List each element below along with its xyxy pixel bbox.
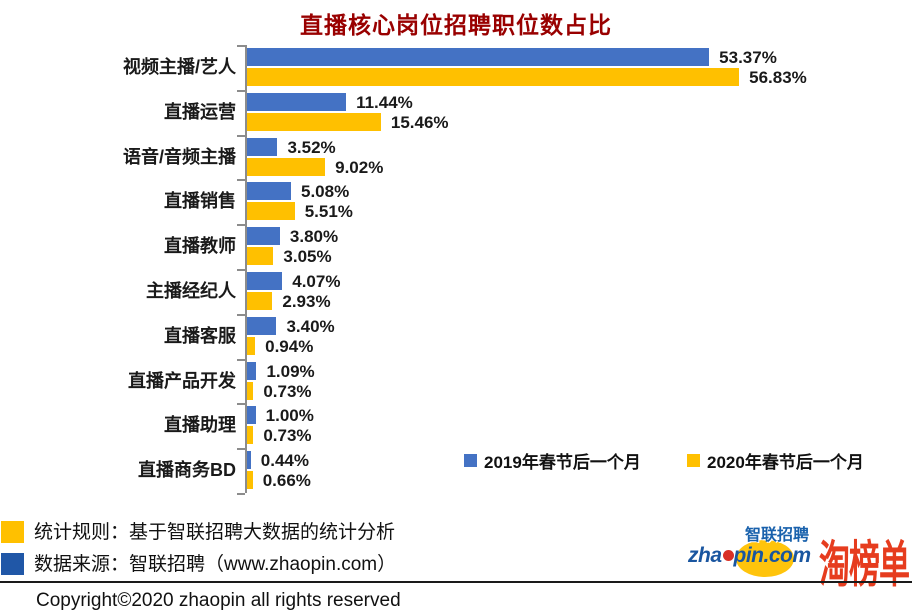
bar-2019 [247,406,256,425]
note-statistics-rule-text: 统计规则：基于智联招聘大数据的统计分析 [34,522,396,543]
bar-2020 [247,112,381,131]
axis-tick [237,313,245,316]
category-label: 直播助理 [164,415,236,436]
bar-value-label: 5.08% [300,182,350,202]
note-swatch-yellow [1,521,24,543]
chart-row: 直播产品开发 1.09% 0.73% [0,359,912,404]
chart-row: 直播运营 11.44% 15.46% [0,90,912,135]
category-label: 直播销售 [164,191,236,212]
axis-tick [237,224,245,227]
bar-value-label: 15.46% [390,112,449,132]
legend-label-2019: 2019年春节后一个月 [484,452,641,472]
chart-row: 直播客服 3.40% 0.94% [0,314,912,359]
bar-2019 [247,182,291,201]
category-label: 直播产品开发 [128,370,236,391]
category-label: 直播客服 [164,325,236,346]
bar-2019 [247,92,347,111]
zhaopin-url-pre: zha [688,544,722,567]
chart-row: 视频主播/艺人 53.37% 56.83% [0,45,912,90]
chart-row: 直播销售 5.08% 5.51% [0,179,912,224]
bar-2019 [247,272,283,290]
zhaopin-logo-ellipse-icon [736,540,794,577]
bar-value-label: 3.40% [286,316,335,336]
bar-value-label: 11.44% [356,92,413,112]
bar-value-label: 0.66% [262,471,311,491]
chart-row: 语音/音频主播 3.52% 9.02% [0,135,912,180]
taobangdan-logo: 淘榜单 [819,536,910,593]
bar-value-label: 0.44% [260,451,309,471]
bar-value-label: 4.07% [292,272,341,291]
copyright-text: Copyright©2020 zhaopin all rights reserv… [36,590,401,611]
bar-2019 [247,361,257,380]
axis-tick [237,45,245,47]
zhaopin-logo-chinese-text: 智联招聘 [745,527,810,544]
bar-value-label: 3.52% [287,137,336,157]
bar-value-label: 5.51% [304,202,353,222]
bar-value-label: 0.94% [265,336,314,356]
axis-tick [237,493,245,495]
legend-swatch-2020 [687,453,700,467]
bar-value-label: 1.09% [266,361,315,381]
category-label: 语音/音频主播 [122,146,236,167]
bar-value-label: 0.73% [263,426,312,446]
zhaopin-red-dot-icon [722,550,734,561]
legend-item-2019: 2019年春节后一个月 [464,449,641,472]
bar-2020 [247,336,256,355]
axis-tick [237,358,245,361]
bar-2019 [247,227,280,246]
note-data-source-text: 数据来源：智联招聘（www.zhaopin.com） [34,554,397,575]
bar-2020 [247,247,274,266]
axis-tick [237,179,245,182]
bar-value-label: 0.73% [263,381,312,401]
axis-tick [237,403,245,406]
legend-label-2020: 2020年春节后一个月 [707,452,864,472]
legend-item-2020: 2020年春节后一个月 [687,449,864,472]
category-label: 视频主播/艺人 [122,57,236,77]
zhaopin-logo-url-text: zha pin.com [688,544,811,568]
bar-value-label: 9.02% [335,157,384,177]
category-label: 直播教师 [164,236,236,257]
chart-title: 直播核心岗位招聘职位数占比 [300,12,612,38]
bar-2020 [247,157,326,176]
bar-value-label: 56.83% [749,68,807,87]
bar-2020 [247,471,253,490]
category-label: 主播经纪人 [146,281,236,301]
note-statistics-rule: 统计规则：基于智联招聘大数据的统计分析 [1,521,395,544]
category-axis-line [245,45,247,493]
chart-row: 直播教师 3.80% 3.05% [0,224,912,269]
category-label: 直播运营 [164,101,236,122]
category-label: 直播商务BD [138,460,236,481]
axis-tick [237,448,245,451]
zhaopin-logo: 智联招聘 zha pin.com [688,523,818,581]
bar-2020 [247,381,254,400]
bar-value-label: 3.80% [289,227,339,247]
bar-2020 [247,202,295,221]
axis-tick [237,134,245,137]
bar-2020 [247,292,273,310]
chart-row: 直播助理 1.00% 0.73% [0,403,912,448]
bar-value-label: 1.00% [265,406,314,426]
note-data-source: 数据来源：智联招聘（www.zhaopin.com） [1,553,396,576]
bar-2020 [247,426,254,445]
chart-row: 主播经纪人 4.07% 2.93% [0,269,912,314]
note-swatch-blue [1,553,24,575]
bar-2019 [247,316,277,335]
zhaopin-url-post: pin.com [733,544,812,567]
bar-2019 [247,451,251,470]
axis-tick [237,269,245,271]
bar-2020 [247,68,740,86]
bar-value-label: 3.05% [283,247,332,267]
bar-2019 [247,48,710,66]
legend-swatch-2019 [464,453,477,467]
bar-value-label: 2.93% [282,292,331,311]
axis-tick [237,89,245,92]
bar-value-label: 53.37% [719,48,777,67]
footer-separator-line [0,581,912,583]
bar-chart-plot-area: 视频主播/艺人 53.37% 56.83% 直播运营 11.44% 15.46% 语音/音频… [0,45,912,495]
bar-2019 [247,137,278,156]
chart-row: 直播商务BD 0.44% 0.66% [0,448,912,493]
